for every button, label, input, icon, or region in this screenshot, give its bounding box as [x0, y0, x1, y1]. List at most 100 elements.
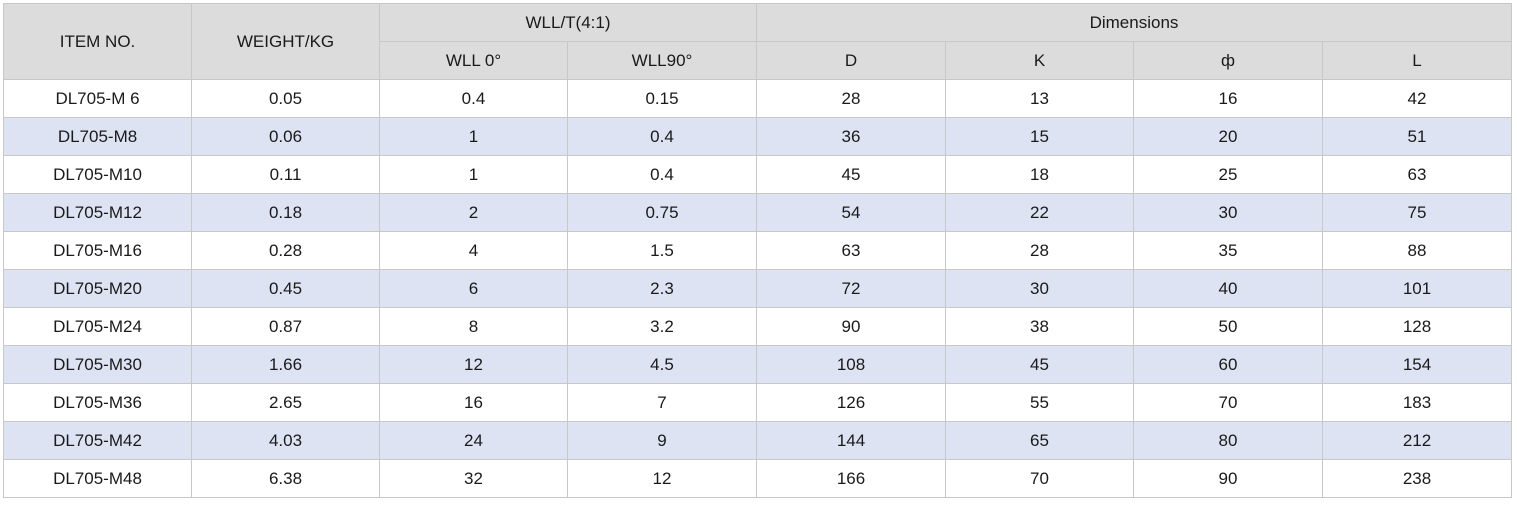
cell-dim-k: 15 [945, 117, 1134, 156]
cell-wll-0: 1 [379, 155, 568, 194]
cell-weight: 4.03 [191, 421, 380, 460]
header-row-top: ITEM NO. WEIGHT/KG WLL/T(4:1) Dimensions [3, 3, 1512, 80]
cell-dim-d: 90 [756, 307, 946, 346]
cell-item-no: DL705-M36 [3, 383, 192, 422]
cell-wll-90: 7 [567, 383, 757, 422]
cell-dim-phi: 60 [1133, 345, 1323, 384]
cell-dim-l: 88 [1322, 231, 1512, 270]
cell-dim-d: 36 [756, 117, 946, 156]
cell-dim-k: 70 [945, 459, 1134, 498]
cell-wll-0: 0.4 [379, 79, 568, 118]
cell-dim-phi: 90 [1133, 459, 1323, 498]
table-row: DL705-M36 2.65 16 7 126 55 70 183 [3, 383, 1512, 422]
cell-weight: 1.66 [191, 345, 380, 384]
table-row: DL705-M30 1.66 12 4.5 108 45 60 154 [3, 345, 1512, 384]
cell-item-no: DL705-M30 [3, 345, 192, 384]
cell-dim-phi: 35 [1133, 231, 1323, 270]
cell-weight: 0.45 [191, 269, 380, 308]
cell-wll-90: 0.15 [567, 79, 757, 118]
cell-dim-l: 101 [1322, 269, 1512, 308]
cell-item-no: DL705-M20 [3, 269, 192, 308]
cell-weight: 0.28 [191, 231, 380, 270]
table-row: DL705-M 6 0.05 0.4 0.15 28 13 16 42 [3, 79, 1512, 118]
cell-wll-0: 16 [379, 383, 568, 422]
cell-wll-0: 1 [379, 117, 568, 156]
cell-dim-d: 45 [756, 155, 946, 194]
cell-dim-phi: 40 [1133, 269, 1323, 308]
cell-dim-l: 154 [1322, 345, 1512, 384]
table-row: DL705-M42 4.03 24 9 144 65 80 212 [3, 421, 1512, 460]
header-row-sub: WLL 0° WLL90° D K ф L [4, 41, 1512, 80]
cell-item-no: DL705-M8 [3, 117, 192, 156]
cell-wll-90: 2.3 [567, 269, 757, 308]
cell-dim-phi: 25 [1133, 155, 1323, 194]
table-row: DL705-M20 0.45 6 2.3 72 30 40 101 [3, 269, 1512, 308]
cell-weight: 6.38 [191, 459, 380, 498]
cell-dim-d: 54 [756, 193, 946, 232]
cell-dim-k: 18 [945, 155, 1134, 194]
cell-dim-l: 183 [1322, 383, 1512, 422]
header-l: L [1322, 41, 1512, 80]
spec-table-container: ITEM NO. WEIGHT/KG WLL/T(4:1) Dimensions… [3, 3, 1512, 498]
cell-wll-0: 4 [379, 231, 568, 270]
cell-item-no: DL705-M48 [3, 459, 192, 498]
cell-item-no: DL705-M 6 [3, 79, 192, 118]
cell-weight: 0.11 [191, 155, 380, 194]
cell-wll-0: 32 [379, 459, 568, 498]
spec-table: ITEM NO. WEIGHT/KG WLL/T(4:1) Dimensions… [3, 3, 1512, 498]
table-row: DL705-M24 0.87 8 3.2 90 38 50 128 [3, 307, 1512, 346]
cell-dim-phi: 80 [1133, 421, 1323, 460]
header-k: K [945, 41, 1134, 80]
cell-dim-d: 72 [756, 269, 946, 308]
cell-dim-k: 13 [945, 79, 1134, 118]
header-wll-0: WLL 0° [379, 41, 568, 80]
cell-wll-0: 12 [379, 345, 568, 384]
cell-dim-d: 28 [756, 79, 946, 118]
cell-wll-90: 0.4 [567, 155, 757, 194]
header-wll-90: WLL90° [567, 41, 757, 80]
cell-weight: 2.65 [191, 383, 380, 422]
header-wll-group: WLL/T(4:1) [379, 3, 757, 42]
cell-dim-k: 65 [945, 421, 1134, 460]
cell-item-no: DL705-M42 [3, 421, 192, 460]
cell-dim-k: 30 [945, 269, 1134, 308]
cell-dim-l: 75 [1322, 193, 1512, 232]
cell-dim-k: 22 [945, 193, 1134, 232]
cell-item-no: DL705-M16 [3, 231, 192, 270]
cell-dim-phi: 50 [1133, 307, 1323, 346]
cell-wll-90: 4.5 [567, 345, 757, 384]
cell-dim-l: 212 [1322, 421, 1512, 460]
cell-weight: 0.87 [191, 307, 380, 346]
cell-dim-d: 144 [756, 421, 946, 460]
table-row: DL705-M8 0.06 1 0.4 36 15 20 51 [3, 117, 1512, 156]
cell-dim-l: 63 [1322, 155, 1512, 194]
cell-dim-d: 108 [756, 345, 946, 384]
header-dimensions-group: Dimensions [756, 3, 1512, 42]
cell-dim-k: 38 [945, 307, 1134, 346]
cell-wll-90: 0.75 [567, 193, 757, 232]
cell-dim-phi: 30 [1133, 193, 1323, 232]
table-body: DL705-M 6 0.05 0.4 0.15 28 13 16 42 DL705-M8 0.06… [3, 79, 1512, 498]
cell-dim-d: 166 [756, 459, 946, 498]
cell-item-no: DL705-M12 [3, 193, 192, 232]
table-row: DL705-M12 0.18 2 0.75 54 22 30 75 [3, 193, 1512, 232]
table-header: ITEM NO. WEIGHT/KG WLL/T(4:1) Dimensions… [3, 3, 1512, 80]
cell-wll-90: 3.2 [567, 307, 757, 346]
table-row: DL705-M48 6.38 32 12 166 70 90 238 [3, 459, 1512, 498]
cell-weight: 0.18 [191, 193, 380, 232]
cell-dim-d: 126 [756, 383, 946, 422]
cell-dim-k: 28 [945, 231, 1134, 270]
cell-wll-90: 1.5 [567, 231, 757, 270]
cell-item-no: DL705-M10 [3, 155, 192, 194]
cell-dim-l: 51 [1322, 117, 1512, 156]
cell-dim-phi: 70 [1133, 383, 1323, 422]
cell-weight: 0.05 [191, 79, 380, 118]
cell-weight: 0.06 [191, 117, 380, 156]
cell-dim-k: 45 [945, 345, 1134, 384]
cell-dim-l: 128 [1322, 307, 1512, 346]
cell-wll-0: 2 [379, 193, 568, 232]
cell-dim-phi: 20 [1133, 117, 1323, 156]
cell-wll-0: 6 [379, 269, 568, 308]
cell-item-no: DL705-M24 [3, 307, 192, 346]
cell-dim-l: 42 [1322, 79, 1512, 118]
